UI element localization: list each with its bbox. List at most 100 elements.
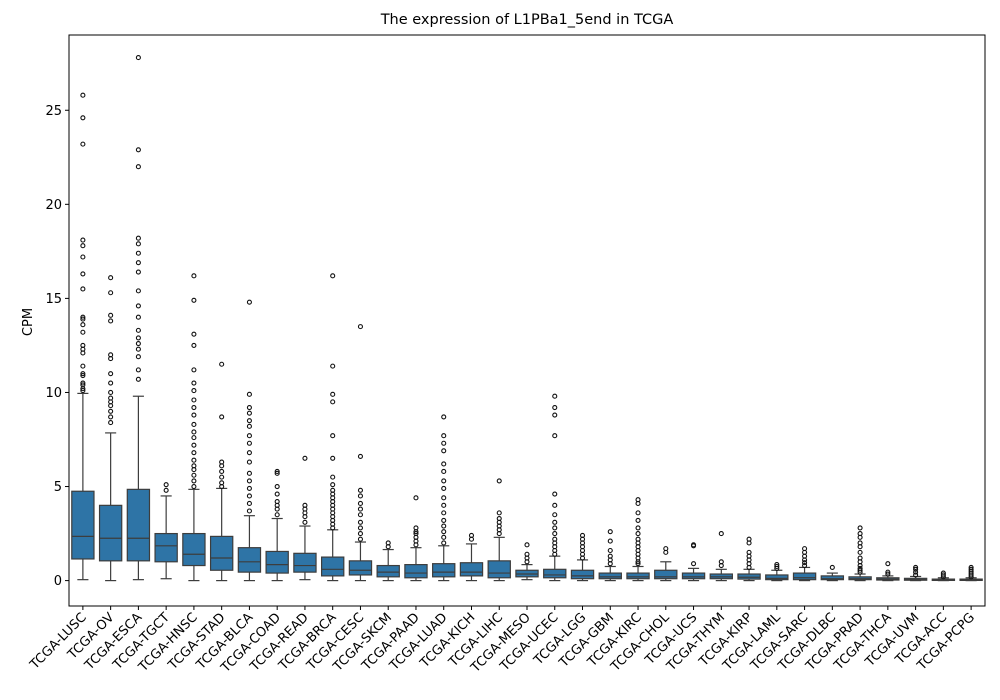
outlier-point bbox=[829, 564, 835, 570]
outlier-point bbox=[135, 314, 141, 320]
outlier-point bbox=[108, 352, 114, 358]
outlier-point bbox=[746, 549, 752, 555]
outlier-point bbox=[219, 480, 225, 486]
box-group bbox=[487, 478, 511, 582]
outlier-point bbox=[357, 519, 364, 525]
box-group bbox=[98, 275, 123, 582]
outlier-point bbox=[135, 269, 141, 275]
box-group bbox=[265, 468, 289, 582]
y-tick-label: 5 bbox=[54, 480, 62, 495]
outlier-point bbox=[135, 164, 141, 170]
outlier-point bbox=[552, 525, 558, 531]
outlier-point bbox=[913, 572, 919, 578]
outlier-point bbox=[80, 286, 86, 292]
y-axis-label: CPM bbox=[21, 308, 36, 336]
box-group bbox=[626, 497, 650, 582]
outlier-point bbox=[441, 523, 447, 529]
outlier-point bbox=[635, 531, 641, 537]
outlier-point bbox=[968, 566, 974, 572]
outlier-point bbox=[913, 569, 919, 575]
outlier-point bbox=[219, 459, 225, 465]
outlier-point bbox=[690, 561, 697, 567]
outlier-point bbox=[163, 482, 169, 488]
outlier-point bbox=[246, 459, 252, 465]
outlier-point bbox=[246, 418, 252, 424]
outlier-point bbox=[135, 55, 141, 61]
outlier-point bbox=[413, 531, 419, 537]
outlier-point bbox=[635, 497, 641, 503]
outlier-point bbox=[135, 260, 141, 266]
outlier-point bbox=[330, 482, 336, 488]
box bbox=[376, 564, 400, 578]
outlier-point bbox=[80, 141, 86, 147]
outlier-point bbox=[579, 532, 586, 538]
outlier-point bbox=[246, 470, 252, 476]
outlier-point bbox=[274, 512, 280, 518]
outlier-point bbox=[607, 529, 613, 535]
outlier-point bbox=[191, 450, 197, 456]
box bbox=[404, 564, 428, 579]
outlier-point bbox=[246, 450, 252, 456]
box-group bbox=[237, 299, 262, 582]
outlier-point bbox=[80, 382, 86, 388]
box-group bbox=[959, 564, 983, 582]
outlier-point bbox=[274, 483, 280, 490]
outlier-point bbox=[857, 549, 863, 555]
outlier-point bbox=[246, 485, 252, 491]
outlier-point bbox=[968, 564, 974, 570]
y-axis: 0 5 10 15 20 25 bbox=[45, 104, 69, 589]
outlier-point bbox=[913, 566, 919, 572]
outlier-point bbox=[552, 491, 558, 497]
box bbox=[182, 532, 206, 567]
outlier-point bbox=[80, 380, 86, 386]
box-group bbox=[459, 532, 484, 582]
outlier-point bbox=[441, 510, 447, 516]
outlier-point bbox=[191, 331, 197, 337]
outlier-point bbox=[191, 483, 197, 490]
outlier-point bbox=[330, 399, 336, 405]
outlier-point bbox=[524, 551, 530, 557]
outlier-point bbox=[885, 569, 891, 575]
outlier-point bbox=[80, 316, 86, 322]
outlier-point bbox=[80, 243, 86, 249]
outlier-point bbox=[302, 519, 308, 525]
box-group bbox=[903, 564, 928, 582]
plot-area bbox=[71, 55, 983, 582]
outlier-point bbox=[108, 408, 114, 414]
outlier-point bbox=[552, 531, 558, 537]
outlier-point bbox=[191, 478, 197, 484]
outlier-point bbox=[191, 412, 197, 418]
box bbox=[320, 556, 345, 577]
outlier-point bbox=[441, 534, 447, 540]
outlier-point bbox=[635, 510, 641, 516]
outlier-point bbox=[357, 506, 364, 512]
box bbox=[209, 535, 234, 571]
outlier-point bbox=[135, 241, 141, 247]
outlier-point bbox=[441, 468, 447, 475]
outlier-point bbox=[330, 391, 336, 397]
outlier-point bbox=[80, 388, 86, 394]
outlier-point bbox=[635, 525, 641, 531]
outlier-point bbox=[135, 288, 141, 294]
outlier-point bbox=[690, 542, 697, 548]
box-group bbox=[654, 546, 678, 582]
box bbox=[570, 569, 595, 580]
outlier-point bbox=[357, 500, 364, 507]
outlier-point bbox=[246, 410, 252, 416]
outlier-point bbox=[496, 478, 502, 484]
outlier-point bbox=[274, 468, 280, 475]
outlier-point bbox=[191, 457, 197, 463]
outlier-point bbox=[191, 297, 197, 303]
outlier-point bbox=[496, 515, 502, 522]
box-group bbox=[737, 536, 761, 582]
outlier-point bbox=[80, 342, 86, 348]
box-group bbox=[848, 525, 872, 582]
outlier-point bbox=[191, 388, 197, 394]
box bbox=[543, 568, 567, 579]
outlier-point bbox=[108, 420, 114, 426]
outlier-point bbox=[219, 468, 225, 475]
outlier-point bbox=[441, 517, 447, 523]
outlier-point bbox=[135, 376, 141, 382]
outlier-point bbox=[274, 491, 280, 497]
outlier-point bbox=[552, 536, 558, 542]
